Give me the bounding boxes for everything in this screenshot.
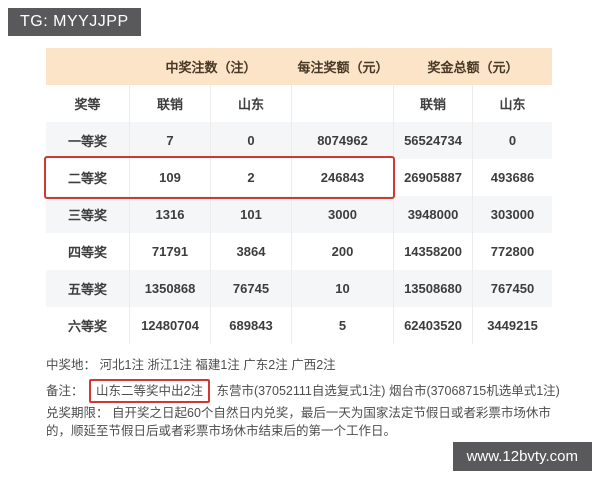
tg-banner: TG: MYYJJPP (8, 8, 141, 36)
remark-rest-text: 东营市(37052111自选复式1注) 烟台市(37068715机选单式1注) (216, 384, 560, 398)
remark-label: 备注： (46, 384, 84, 398)
header-group-per: 每注奖额（元） (292, 48, 394, 85)
col-blank (292, 85, 394, 122)
col-count-shandong: 山东 (211, 85, 292, 122)
winning-locations-text: 河北1注 浙江1注 福建1注 广东2注 广西2注 (99, 358, 336, 372)
col-total-shandong: 山东 (473, 85, 552, 122)
header-group-blank (46, 48, 130, 85)
total-shandong-cell: 767450 (473, 270, 552, 307)
count-lianxiao-cell: 109 (130, 159, 211, 196)
count-shandong-cell: 3864 (211, 233, 292, 270)
total-lianxiao-cell: 26905887 (394, 159, 473, 196)
total-lianxiao-cell: 3948000 (394, 196, 473, 233)
per-prize-cell: 246843 (292, 159, 394, 196)
total-shandong-cell: 0 (473, 122, 552, 159)
header-col-row: 奖等 联销 山东 联销 山东 (46, 85, 552, 122)
per-prize-cell: 10 (292, 270, 394, 307)
col-total-lianxiao: 联销 (394, 85, 473, 122)
table-row-fifth-prize: 五等奖 1350868 76745 10 13508680 767450 (46, 270, 552, 307)
total-shandong-cell: 772800 (473, 233, 552, 270)
table-row-fourth-prize: 四等奖 71791 3864 200 14358200 772800 (46, 233, 552, 270)
header-group-row: 中奖注数（注） 每注奖额（元） 奖金总额（元） (46, 48, 552, 85)
total-lianxiao-cell: 62403520 (394, 307, 473, 344)
col-count-lianxiao: 联销 (130, 85, 211, 122)
prize-level-cell: 六等奖 (46, 307, 130, 344)
prize-level-cell: 二等奖 (46, 159, 130, 196)
count-lianxiao-cell: 1350868 (130, 270, 211, 307)
prize-table: 中奖注数（注） 每注奖额（元） 奖金总额（元） 奖等 联销 山东 联销 山东 一… (46, 48, 552, 344)
winning-locations-label: 中奖地： (46, 358, 97, 372)
remark-line: 备注： 山东二等奖中出2注 东营市(37052111自选复式1注) 烟台市(37… (46, 379, 560, 403)
count-lianxiao-cell: 1316 (130, 196, 211, 233)
deadline-label: 兑奖期限： (46, 406, 109, 420)
count-lianxiao-cell: 71791 (130, 233, 211, 270)
site-watermark: www.12bvty.com (452, 442, 592, 471)
per-prize-cell: 8074962 (292, 122, 394, 159)
per-prize-cell: 5 (292, 307, 394, 344)
per-prize-cell: 3000 (292, 196, 394, 233)
table-row-sixth-prize: 六等奖 12480704 689843 5 62403520 3449215 (46, 307, 552, 344)
count-shandong-cell: 101 (211, 196, 292, 233)
prize-level-cell: 四等奖 (46, 233, 130, 270)
col-prize-level: 奖等 (46, 85, 130, 122)
table-row-third-prize: 三等奖 1316 101 3000 3948000 303000 (46, 196, 552, 233)
prize-level-cell: 五等奖 (46, 270, 130, 307)
total-shandong-cell: 493686 (473, 159, 552, 196)
count-lianxiao-cell: 7 (130, 122, 211, 159)
total-shandong-cell: 3449215 (473, 307, 552, 344)
count-shandong-cell: 0 (211, 122, 292, 159)
per-prize-cell: 200 (292, 233, 394, 270)
count-shandong-cell: 76745 (211, 270, 292, 307)
deadline-text: 自开奖之日起60个自然日内兑奖，最后一天为国家法定节假日或者彩票市场休市的，顺延… (46, 406, 551, 438)
total-lianxiao-cell: 14358200 (394, 233, 473, 270)
table-row-first-prize: 一等奖 7 0 8074962 56524734 0 (46, 122, 552, 159)
total-shandong-cell: 303000 (473, 196, 552, 233)
redemption-deadline-line: 兑奖期限： 自开奖之日起60个自然日内兑奖，最后一天为国家法定节假日或者彩票市场… (46, 404, 554, 440)
count-lianxiao-cell: 12480704 (130, 307, 211, 344)
table-row-second-prize: 二等奖 109 2 246843 26905887 493686 (46, 159, 552, 196)
count-shandong-cell: 2 (211, 159, 292, 196)
winning-locations-line: 中奖地： 河北1注 浙江1注 福建1注 广东2注 广西2注 (46, 356, 336, 374)
prize-level-cell: 一等奖 (46, 122, 130, 159)
remark-highlight-box: 山东二等奖中出2注 (89, 379, 210, 403)
prize-level-cell: 三等奖 (46, 196, 130, 233)
site-watermark-text: www.12bvty.com (466, 448, 578, 465)
total-lianxiao-cell: 13508680 (394, 270, 473, 307)
header-group-count: 中奖注数（注） (130, 48, 292, 85)
header-group-total: 奖金总额（元） (394, 48, 552, 85)
count-shandong-cell: 689843 (211, 307, 292, 344)
total-lianxiao-cell: 56524734 (394, 122, 473, 159)
tg-banner-text: TG: MYYJJPP (20, 13, 129, 30)
